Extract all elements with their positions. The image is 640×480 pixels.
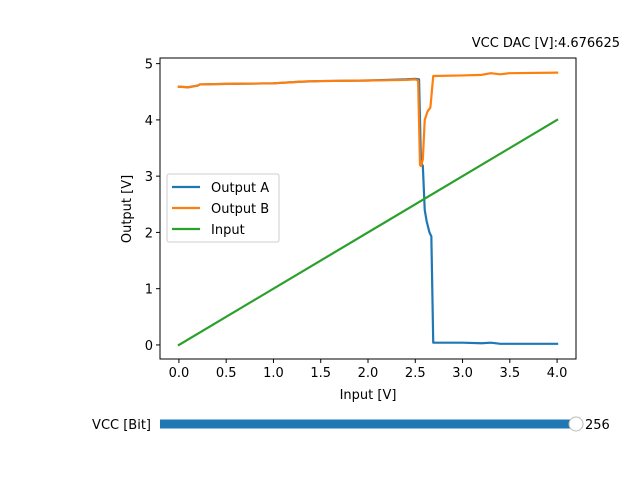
y-axis-ticks: 0 1 2 3 4 5 bbox=[145, 58, 160, 354]
y-tick-label: 2 bbox=[145, 226, 153, 241]
series-line-2 bbox=[177, 118, 559, 347]
x-tick-label: 3.0 bbox=[452, 366, 473, 381]
x-axis-ticks: 0.0 0.5 1.0 1.5 2.0 2.5 3.0 3.5 4.0 bbox=[169, 359, 568, 381]
x-tick-label: 4.0 bbox=[547, 366, 568, 381]
y-tick-label: 4 bbox=[145, 114, 153, 129]
chart-title: VCC DAC [V]:4.676625 bbox=[472, 36, 620, 51]
x-tick-label: 1.0 bbox=[263, 366, 284, 381]
plot-area: 0.0 0.5 1.0 1.5 2.0 2.5 3.0 3.5 4.0 0 1 2 3 4 5 bbox=[145, 57, 577, 381]
vcc-slider[interactable]: VCC [Bit] 256 bbox=[92, 416, 610, 433]
slider-label: VCC [Bit] bbox=[92, 418, 151, 433]
series-layer bbox=[177, 71, 559, 347]
x-tick-label: 0.0 bbox=[169, 366, 190, 381]
y-tick-label: 5 bbox=[145, 58, 153, 73]
y-tick-label: 0 bbox=[145, 339, 153, 354]
y-tick-label: 3 bbox=[145, 170, 153, 185]
y-tick-label: 1 bbox=[145, 283, 153, 298]
legend-label-1: Output B bbox=[211, 202, 269, 217]
legend: Output A Output B Input bbox=[166, 173, 280, 243]
legend-label-2: Input bbox=[211, 223, 245, 238]
legend-frame bbox=[166, 173, 280, 243]
series-line-1 bbox=[177, 71, 559, 168]
x-tick-label: 0.5 bbox=[216, 366, 237, 381]
x-tick-label: 2.5 bbox=[405, 366, 426, 381]
x-axis-label: Input [V] bbox=[340, 388, 397, 403]
x-tick-label: 2.0 bbox=[358, 366, 379, 381]
y-axis-label: Output [V] bbox=[120, 175, 135, 243]
slider-handle[interactable] bbox=[568, 416, 584, 432]
legend-items: Output A Output B Input bbox=[172, 181, 269, 238]
slider-value: 256 bbox=[585, 418, 610, 433]
x-tick-label: 1.5 bbox=[310, 366, 331, 381]
x-tick-label: 3.5 bbox=[499, 366, 520, 381]
legend-label-0: Output A bbox=[211, 181, 269, 196]
